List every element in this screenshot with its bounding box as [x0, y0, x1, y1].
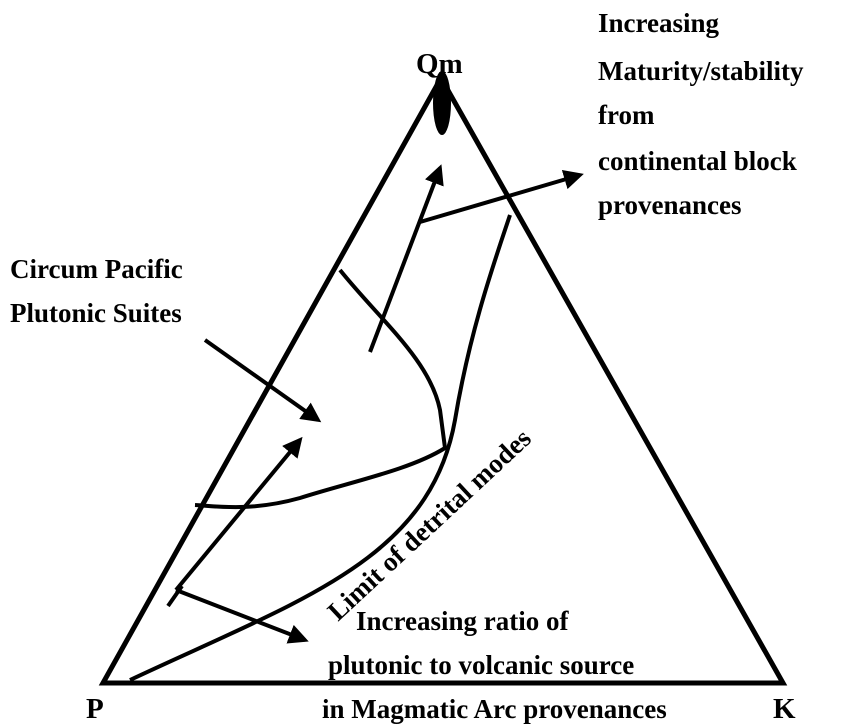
- annotation: plutonic to volcanic source: [328, 650, 634, 680]
- vertex-label: P: [86, 693, 104, 725]
- annotation: Increasing ratio of: [356, 606, 569, 636]
- vertex-label: K: [773, 693, 796, 725]
- arrow: [203, 338, 322, 423]
- annotation: Maturity/stability: [598, 56, 804, 86]
- plutonic-field: [194, 268, 448, 510]
- annotation: Circum Pacific: [10, 254, 183, 284]
- tick: [166, 584, 184, 608]
- annotation: provenances: [598, 190, 742, 220]
- arrow: [174, 436, 303, 592]
- annotation: in Magmatic Arc provenances: [322, 694, 667, 724]
- arrow: [175, 588, 309, 644]
- vertex-label: Qm: [416, 48, 463, 80]
- annotation: Limit of detrital modes: [322, 423, 537, 626]
- annotation: Increasing: [598, 8, 720, 38]
- annotation: continental block: [598, 146, 797, 176]
- triangle: [98, 72, 788, 686]
- annotation: Plutonic Suites: [10, 298, 182, 328]
- arrow: [419, 169, 584, 224]
- annotation: from: [598, 100, 655, 130]
- arrow: [368, 164, 444, 353]
- qm-cluster: [433, 71, 451, 135]
